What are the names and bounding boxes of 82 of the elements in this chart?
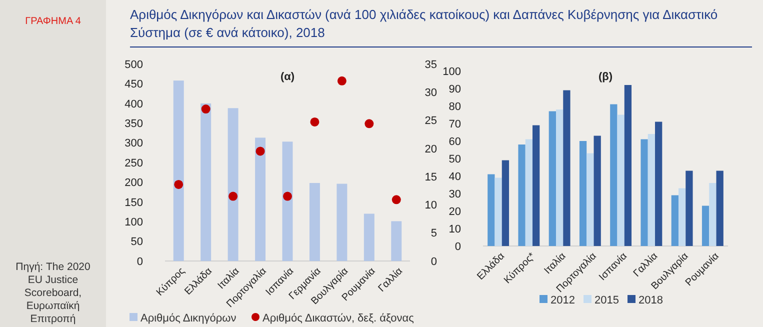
bar xyxy=(391,221,402,261)
y-tick-label: 90 xyxy=(448,83,461,96)
bar xyxy=(655,122,662,246)
y2-tick-label: 0 xyxy=(430,256,437,268)
bar xyxy=(702,206,710,246)
bar xyxy=(309,182,320,261)
bar xyxy=(579,141,587,246)
bar xyxy=(671,195,678,246)
bar xyxy=(255,138,266,261)
bar xyxy=(640,139,648,246)
point xyxy=(201,104,210,114)
bar xyxy=(488,174,495,246)
y-tick-label: 100 xyxy=(442,66,461,78)
y2-tick-label: 25 xyxy=(424,115,437,128)
bar xyxy=(494,178,502,246)
point xyxy=(337,76,346,86)
y-tick-label: 70 xyxy=(448,118,461,130)
bar xyxy=(678,188,686,246)
point xyxy=(228,192,238,201)
y-tick-label: 50 xyxy=(448,153,461,166)
legend-label: Αριθμός Δικηγόρων xyxy=(140,312,237,324)
bar xyxy=(594,136,601,246)
bar xyxy=(648,134,656,246)
legend-label: 2012 xyxy=(550,294,575,306)
bar xyxy=(364,214,374,261)
y-tick-label: 400 xyxy=(124,98,143,110)
text: Πηγή: The 2020 EU Justice Scoreboard, Ευρωπαϊκή Επιτροπή xyxy=(16,261,91,325)
y-tick-label: 500 xyxy=(124,58,143,71)
point xyxy=(283,192,292,201)
legend-label: 2015 xyxy=(594,294,619,306)
y-tick-label: 20 xyxy=(448,206,461,218)
y-tick-label: 350 xyxy=(124,118,143,130)
bar xyxy=(709,183,716,246)
legend-label: Αριθμός Δικαστών, δεξ. άξονας xyxy=(262,312,414,324)
bar xyxy=(556,110,564,246)
bar xyxy=(200,103,212,261)
text: ΓΡΑΦΗΜΑ 4 xyxy=(25,16,82,27)
point xyxy=(392,195,401,204)
y-tick-label: 150 xyxy=(124,196,143,209)
chart-title: (β) xyxy=(598,71,613,83)
y-tick-label: 250 xyxy=(124,157,143,170)
y-tick-label: 40 xyxy=(448,170,461,183)
legend-label: 2018 xyxy=(638,294,663,306)
y2-tick-label: 15 xyxy=(424,171,437,184)
y-tick-label: 60 xyxy=(448,136,461,148)
y-tick-label: 200 xyxy=(124,177,143,190)
y-tick-label: 450 xyxy=(124,78,143,91)
bar xyxy=(282,142,293,261)
y-tick-label: 100 xyxy=(124,216,143,228)
text: (α) xyxy=(280,71,295,83)
bar xyxy=(624,85,632,246)
bar xyxy=(548,111,556,246)
bar xyxy=(336,184,348,261)
bar xyxy=(563,90,570,246)
y-tick-label: 30 xyxy=(448,188,461,200)
y-tick-label: 0 xyxy=(454,240,461,253)
y-tick-label: 10 xyxy=(448,223,461,236)
point xyxy=(174,180,184,189)
y2-tick-label: 5 xyxy=(430,228,437,240)
bar xyxy=(173,80,184,261)
chart-title: Αριθμός Δικηγόρων και Δικαστών (ανά 100 χιλιάδες κατοίκους) και Δαπάνες Κυβέρνησης για Δικαστικό Σύστημα (σε € ανά κάτοικο), 2018 xyxy=(130,7,718,40)
bar xyxy=(586,153,594,246)
y-tick-label: 80 xyxy=(448,100,461,113)
bar xyxy=(610,104,618,246)
y2-tick-label: 30 xyxy=(424,86,437,99)
bar xyxy=(532,125,540,246)
y-tick-label: 0 xyxy=(136,256,143,268)
bar xyxy=(502,160,510,246)
point xyxy=(256,146,265,156)
y2-tick-label: 20 xyxy=(424,143,437,156)
bar xyxy=(228,108,238,261)
bar xyxy=(525,139,533,246)
y2-tick-label: 35 xyxy=(424,58,437,71)
point xyxy=(310,117,320,126)
bar xyxy=(716,170,724,246)
y2-tick-label: 10 xyxy=(424,200,437,212)
y-tick-label: 50 xyxy=(130,236,143,248)
bar xyxy=(617,114,624,246)
bar xyxy=(518,144,526,246)
bar xyxy=(686,170,693,246)
point xyxy=(364,119,374,128)
y-tick-label: 300 xyxy=(124,138,143,150)
